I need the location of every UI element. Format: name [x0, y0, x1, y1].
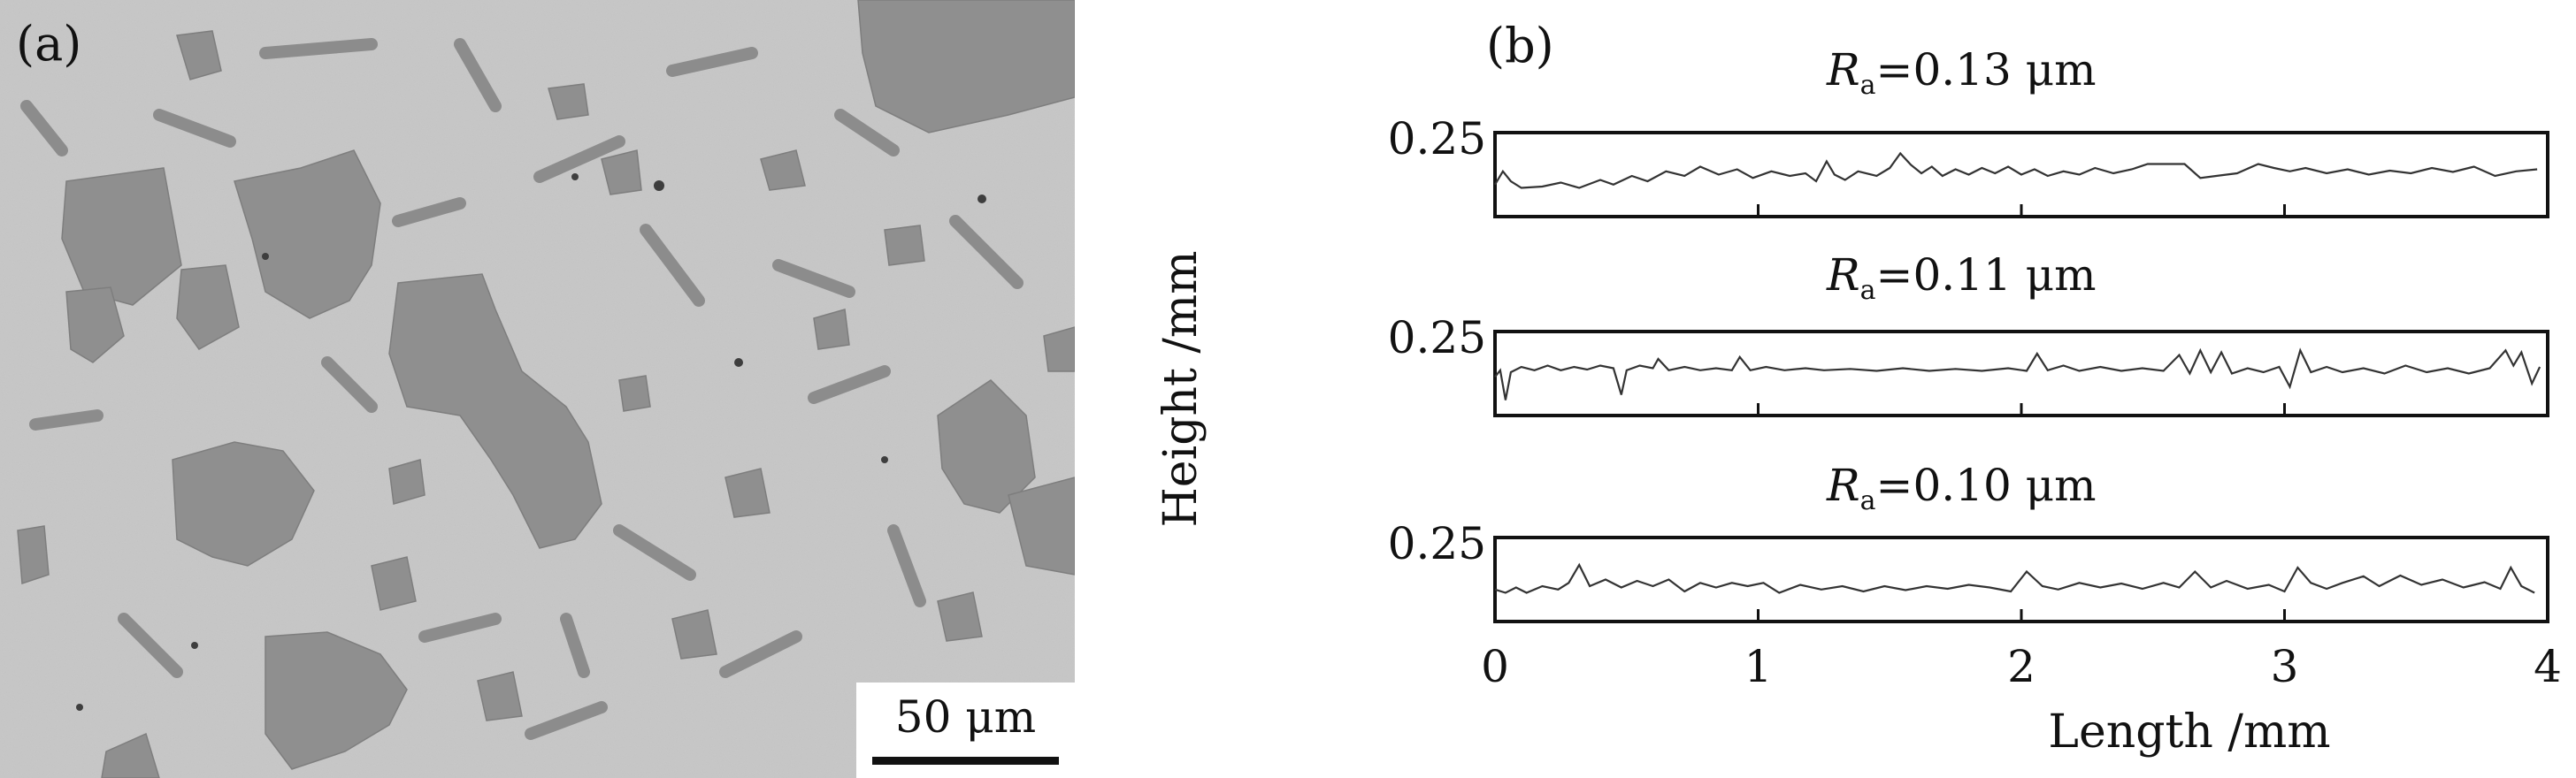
scale-bar: 50 μm	[856, 683, 1075, 778]
micrograph-image	[0, 0, 1075, 778]
x-axis-label: Length /mm	[2048, 706, 2331, 759]
scale-bar-line	[872, 757, 1059, 765]
ra-symbol: R	[1827, 249, 1860, 301]
scale-bar-label: 50 μm	[894, 691, 1037, 743]
ra-label-2: Ra=0.11 μm	[1827, 249, 2097, 306]
profiles-chart	[1493, 131, 2549, 623]
x-tick-label-3: 3	[2270, 641, 2299, 692]
ra-subscript: a	[1859, 275, 1876, 306]
ra-value: =0.11 μm	[1875, 249, 2097, 301]
profile-line-3	[1494, 562, 2535, 594]
panel-a-label: (a)	[16, 16, 82, 72]
profile-panel: (b) Height /mm Length /mm Ra=0.13 μm 0.25…	[1075, 0, 2576, 778]
ra-subscript: a	[1859, 485, 1876, 516]
ra-label-1: Ra=0.13 μm	[1827, 44, 2097, 101]
ra-symbol: R	[1827, 460, 1860, 511]
profile-line-2	[1494, 347, 2542, 400]
profile-frame-2	[1493, 330, 2549, 417]
x-tick-label-1: 1	[1744, 641, 1773, 692]
ra-subscript: a	[1859, 70, 1876, 101]
ra-value: =0.10 μm	[1875, 460, 2097, 511]
x-tick-label-2: 2	[2007, 641, 2036, 692]
y-tick-label-3: 0.25	[1387, 518, 1486, 569]
x-tick-label-0: 0	[1481, 641, 1509, 692]
ra-value: =0.13 μm	[1875, 44, 2097, 95]
profile-line-1	[1494, 151, 2538, 189]
y-tick-label-1: 0.25	[1387, 113, 1486, 164]
panel-b-label: (b)	[1486, 18, 1554, 73]
ra-symbol: R	[1827, 44, 1860, 95]
y-tick-label-2: 0.25	[1387, 312, 1486, 363]
ra-label-3: Ra=0.10 μm	[1827, 460, 2097, 516]
micrograph-panel: (a) 50 μm	[0, 0, 1075, 778]
x-tick-label-4: 4	[2534, 641, 2562, 692]
y-axis-label: Height /mm	[1154, 250, 1208, 528]
